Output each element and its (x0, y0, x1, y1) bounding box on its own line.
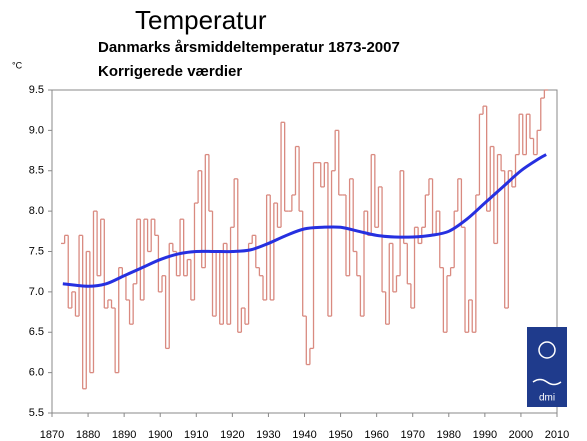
x-tick-label: 1880 (76, 429, 100, 441)
x-tick-label: 1870 (40, 429, 64, 441)
x-tick-label: 1970 (400, 429, 424, 441)
chart-subtitle: Korrigerede værdier (98, 63, 242, 80)
logo: dmi (527, 327, 567, 407)
x-tick-label: 2010 (545, 429, 569, 441)
x-tick-label: 1900 (148, 429, 172, 441)
logo-box (527, 327, 567, 407)
y-tick-label: 8.0 (29, 205, 44, 217)
logo-sun (538, 341, 556, 359)
chart-title: Temperatur (135, 5, 267, 35)
plot-frame (51, 89, 558, 414)
x-tick-label: 1930 (256, 429, 280, 441)
y-tick-label: 9.5 (29, 84, 44, 96)
logo-wave (532, 378, 562, 386)
logo-text: dmi (539, 393, 555, 404)
x-tick-label: 1940 (292, 429, 316, 441)
x-tick-label: 1950 (328, 429, 352, 441)
y-tick-label: 5.5 (29, 407, 44, 419)
chart-subtitle: Danmarks årsmiddeltemperatur 1873-2007 (98, 39, 400, 56)
x-tick-label: 1960 (364, 429, 388, 441)
y-axis-label: °C (12, 60, 23, 70)
x-tick-label: 1910 (184, 429, 208, 441)
x-tick-label: 1990 (473, 429, 497, 441)
y-tick-label: 6.5 (29, 326, 44, 338)
x-tick-label: 2000 (509, 429, 533, 441)
y-tick-label: 7.5 (29, 245, 44, 257)
x-tick-label: 1890 (112, 429, 136, 441)
x-tick-label: 1920 (220, 429, 244, 441)
y-tick-label: 8.5 (29, 165, 44, 177)
x-tick-label: 1980 (437, 429, 461, 441)
y-tick-label: 7.0 (29, 286, 44, 298)
y-tick-label: 6.0 (29, 367, 44, 379)
trend-line (62, 153, 547, 288)
y-tick-label: 9.0 (29, 124, 44, 136)
